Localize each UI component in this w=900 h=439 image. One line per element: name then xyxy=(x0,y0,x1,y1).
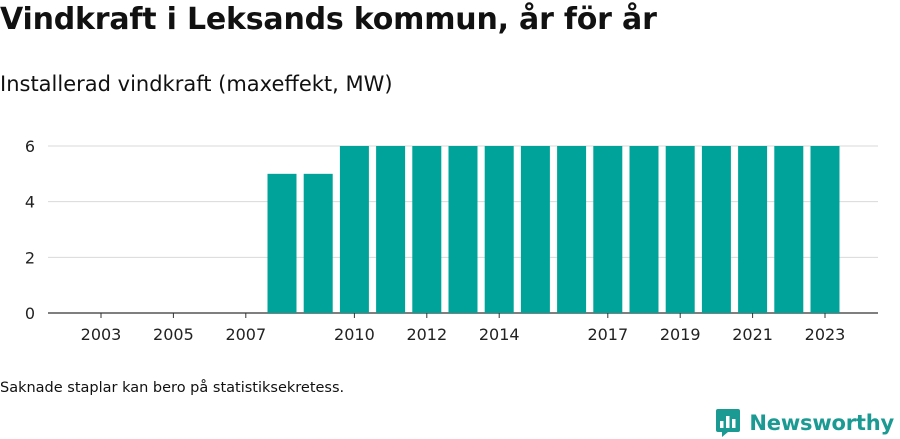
bar-2015 xyxy=(520,146,550,313)
x-tick-label: 2003 xyxy=(81,325,122,344)
x-tick-label: 2005 xyxy=(153,325,194,344)
bar-2016 xyxy=(557,146,587,313)
x-tick-label: 2014 xyxy=(479,325,520,344)
brand-name: Newsworthy xyxy=(749,411,894,435)
brand-logo: Newsworthy xyxy=(715,407,894,439)
x-tick-label: 2023 xyxy=(805,325,846,344)
y-tick-label: 2 xyxy=(25,248,35,267)
bar-2012 xyxy=(412,146,442,313)
bar-2014 xyxy=(484,146,514,313)
newsworthy-logo-icon xyxy=(716,409,741,437)
bar-2017 xyxy=(593,146,623,313)
x-axis-ticks: 2003 2005 2007 2010 2012 2014 2017 2019 2021 2023 xyxy=(81,313,846,344)
bar-2022 xyxy=(774,146,804,313)
x-tick-label: 2012 xyxy=(406,325,447,344)
bar-2021 xyxy=(738,146,768,313)
x-tick-label: 2021 xyxy=(732,325,773,344)
x-tick-label: 2017 xyxy=(587,325,628,344)
bar-2011 xyxy=(376,146,406,313)
chart-subtitle: Installerad vindkraft (maxeffekt, MW) xyxy=(0,72,393,96)
bars xyxy=(267,146,840,313)
bar-2009 xyxy=(303,173,333,313)
bar-2010 xyxy=(339,146,369,313)
bar-2018 xyxy=(629,146,659,313)
bar-2019 xyxy=(665,146,695,313)
y-tick-label: 6 xyxy=(25,137,35,156)
footnote: Saknade staplar kan bero på statistiksek… xyxy=(0,380,345,396)
y-tick-label: 0 xyxy=(25,304,35,323)
bar-2008 xyxy=(267,173,297,313)
y-axis-ticks: 0 2 4 6 xyxy=(25,137,35,323)
x-tick-label: 2010 xyxy=(334,325,375,344)
bar-2013 xyxy=(448,146,478,313)
x-tick-label: 2019 xyxy=(660,325,701,344)
x-tick-label: 2007 xyxy=(225,325,266,344)
bar-2023 xyxy=(810,146,840,313)
bar-chart: 0 2 4 6 2003 2005 2007 2010 2012 2014 2017 2019 202… xyxy=(25,137,878,344)
bar-2020 xyxy=(701,146,731,313)
chart-title: Vindkraft i Leksands kommun, år för år xyxy=(0,2,657,37)
y-tick-label: 4 xyxy=(25,193,35,212)
